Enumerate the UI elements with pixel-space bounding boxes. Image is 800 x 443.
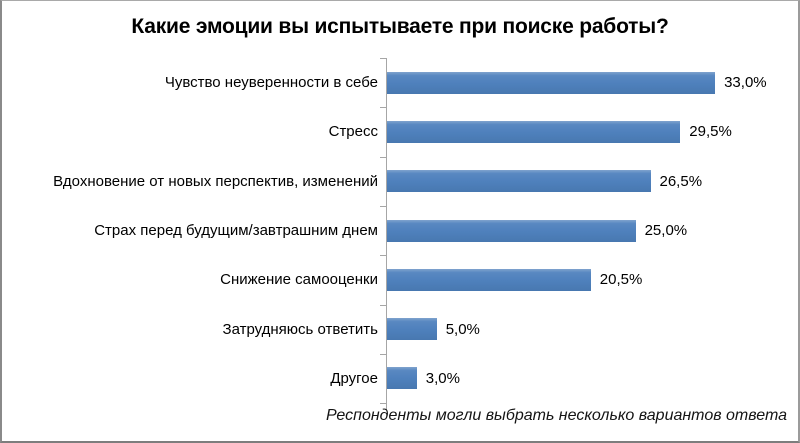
bar-row: Снижение самооценки 20,5% [2,255,798,304]
category-label: Стресс [328,123,378,141]
value-label: 33,0% [724,74,767,92]
bar-row: Другое 3,0% [2,354,798,403]
bar-row: Затрудняюсь ответить 5,0% [2,305,798,354]
axis-tick [380,58,387,59]
chart-footnote: Респонденты могли выбрать несколько вари… [325,407,787,424]
axis-tick [380,107,387,109]
category-label: Вдохновение от новых перспектив, изменен… [53,172,378,190]
bar-row: Вдохновение от новых перспектив, изменен… [2,157,798,206]
value-label: 26,5% [659,172,703,190]
category-label: Снижение самооценки [220,271,378,289]
bar [387,219,636,242]
chart-title: Какие эмоции вы испытываете при поиске р… [131,15,669,38]
axis-tick [380,304,387,306]
axis-tick [380,353,387,355]
bar [387,367,417,390]
axis-tick [380,403,387,405]
bar [387,120,681,143]
axis-tick [380,255,387,257]
bar-row: Страх перед будущим/завтрашним днем 25,0% [2,206,798,255]
category-label: Другое [330,369,378,387]
bar-row: Чувство неуверенности в себе 33,0% [2,58,798,107]
plot-area: Чувство неуверенности в себе 33,0% Стресс 2… [2,58,798,410]
bar-row: Стресс 29,5% [2,107,798,156]
value-label: 3,0% [425,369,460,387]
bar [387,71,716,94]
category-label: Чувство неуверенности в себе [164,74,378,92]
axis-tick [380,156,387,158]
axis-tick [380,205,387,207]
category-axis-line [386,58,387,410]
category-label: Страх перед будущим/завтрашним днем [94,221,378,239]
bar [387,170,651,193]
value-label: 5,0% [445,320,480,338]
value-label: 29,5% [689,123,732,141]
bar [387,268,591,291]
value-label: 20,5% [599,271,643,289]
bar [387,318,437,341]
category-label: Затрудняюсь ответить [222,320,378,338]
value-label: 25,0% [644,222,688,240]
